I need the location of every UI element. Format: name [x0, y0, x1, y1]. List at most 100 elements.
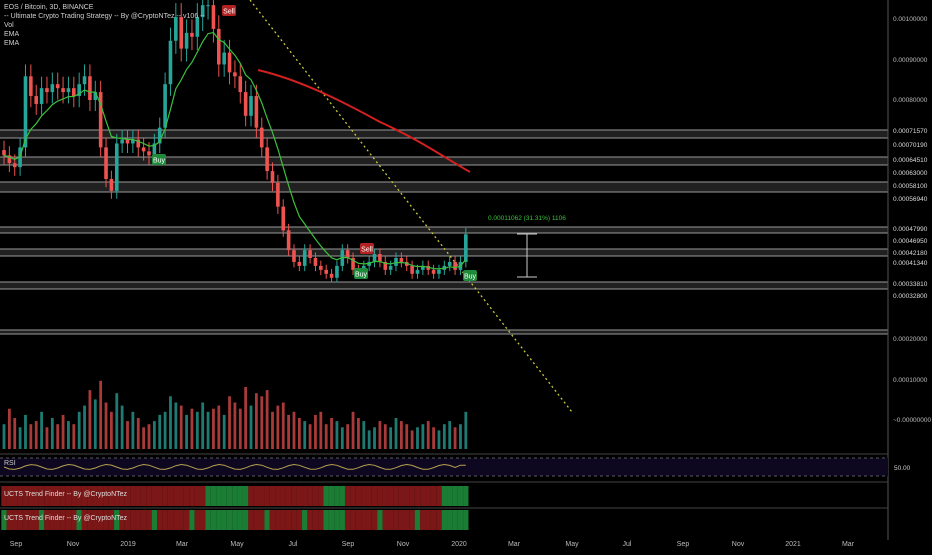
level-label: 0.00047990 [893, 226, 928, 233]
candle-body [281, 206, 286, 231]
volume-bar [88, 390, 92, 449]
volume-bar [287, 414, 291, 449]
volume-bar [448, 421, 452, 449]
trend-cell [463, 510, 469, 530]
volume-bar [163, 411, 167, 449]
candle-body [453, 261, 457, 270]
volume-bar [367, 430, 371, 449]
legend: EOS / Bitcoin, 3D, BINANCE -- Ultimate C… [4, 3, 205, 48]
trend-cell [167, 486, 174, 506]
price-tick: 0.00020000 [893, 336, 928, 343]
candle-body [319, 265, 323, 270]
level-label: 0.00046950 [893, 238, 928, 245]
trend-cell [355, 486, 362, 506]
volume-bar [83, 405, 86, 449]
trend-cell [420, 486, 426, 506]
level-band [0, 227, 888, 233]
volume-bar [24, 414, 27, 449]
trend-cell [124, 510, 131, 530]
candle-body [394, 258, 398, 266]
trend-cell [307, 486, 313, 506]
trend-cell [140, 486, 147, 506]
trend-cell [355, 510, 362, 530]
volume-bar [34, 421, 38, 449]
candle-body [61, 88, 65, 93]
candle-body [109, 179, 114, 191]
trend-cell [291, 510, 297, 530]
trend-cell [38, 486, 45, 506]
trend-cell [430, 486, 437, 506]
candle-body [447, 261, 452, 266]
trend-cell [436, 510, 442, 530]
trend-cell [264, 510, 270, 530]
candle-body [29, 76, 33, 97]
trend-cell [398, 486, 405, 506]
volume-bar [217, 405, 221, 449]
trend-cell [404, 486, 410, 506]
trend-cell [210, 486, 217, 506]
trend-cell [226, 486, 233, 506]
volume-bar [362, 421, 366, 449]
signals: Sell Buy Sell Buy Buy [152, 5, 477, 281]
trendline [249, 0, 573, 413]
trend-cell [205, 486, 211, 506]
trend-cell [361, 486, 367, 506]
time-tick: Nov [732, 541, 745, 548]
candle-body [388, 265, 393, 270]
trend-cell [414, 510, 421, 530]
volume-bar [303, 421, 307, 449]
volume-bar [421, 424, 425, 449]
volume-bar [308, 424, 312, 449]
volume-bar [281, 402, 285, 449]
trend-cell [296, 510, 303, 530]
price-tick: 0.00010000 [893, 377, 928, 384]
candle-body [308, 250, 312, 258]
time-tick: Nov [397, 541, 410, 548]
candle-body [259, 127, 264, 148]
volume-bar [426, 421, 430, 449]
trend-cell [114, 510, 120, 530]
trend-cell [71, 510, 77, 530]
candle-body [45, 88, 49, 93]
price-tick: 0.00090000 [893, 57, 928, 64]
trend-cell [377, 510, 383, 530]
volume-bar [437, 430, 441, 449]
trend-cell [81, 486, 88, 506]
trend-cell [76, 510, 82, 530]
trend-cell [162, 486, 168, 506]
trend-cell [264, 486, 270, 506]
time-tick: May [565, 541, 579, 548]
volume-bar [324, 424, 328, 449]
trend-cell [296, 486, 303, 506]
ema-slow-line [257, 69, 471, 173]
candle-body [292, 250, 296, 262]
signal-badge [360, 243, 374, 254]
trend-cell [242, 486, 249, 506]
candle-body [184, 32, 189, 49]
volume-bar [115, 393, 119, 449]
volume-bar [77, 411, 81, 449]
trend-cell [409, 486, 415, 506]
trend-cell [60, 510, 66, 530]
candles [2, 0, 468, 283]
level-label: 0.00064510 [893, 157, 928, 164]
trend-cell [371, 510, 378, 530]
trend-cell [49, 510, 55, 530]
rsi-band [0, 458, 888, 476]
volume-bar [233, 402, 237, 449]
volume-bar [104, 402, 108, 449]
trend-cell [371, 486, 378, 506]
trend-cell [328, 486, 335, 506]
trend-cell [404, 510, 410, 530]
trend-cell [12, 486, 18, 506]
trend-cell [441, 486, 448, 506]
candle-body [114, 143, 119, 191]
volume-bar [405, 424, 409, 449]
trend-cell [119, 510, 125, 530]
candle-body [431, 269, 436, 274]
trend-cell [92, 510, 98, 530]
volume-bars [2, 380, 468, 449]
candle-body [7, 155, 12, 164]
